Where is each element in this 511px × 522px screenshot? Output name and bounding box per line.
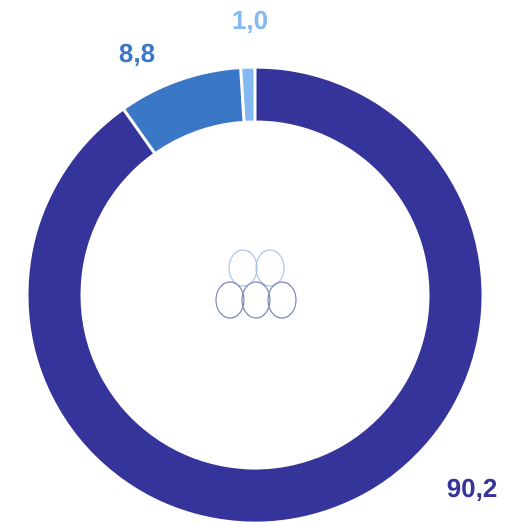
value-label: 8,8 (119, 38, 155, 68)
egg-icon (215, 249, 297, 319)
value-label: 90,2 (447, 473, 498, 503)
value-label: 1,0 (232, 5, 268, 35)
donut-segment (239, 65, 257, 124)
donut-segment (25, 65, 485, 522)
